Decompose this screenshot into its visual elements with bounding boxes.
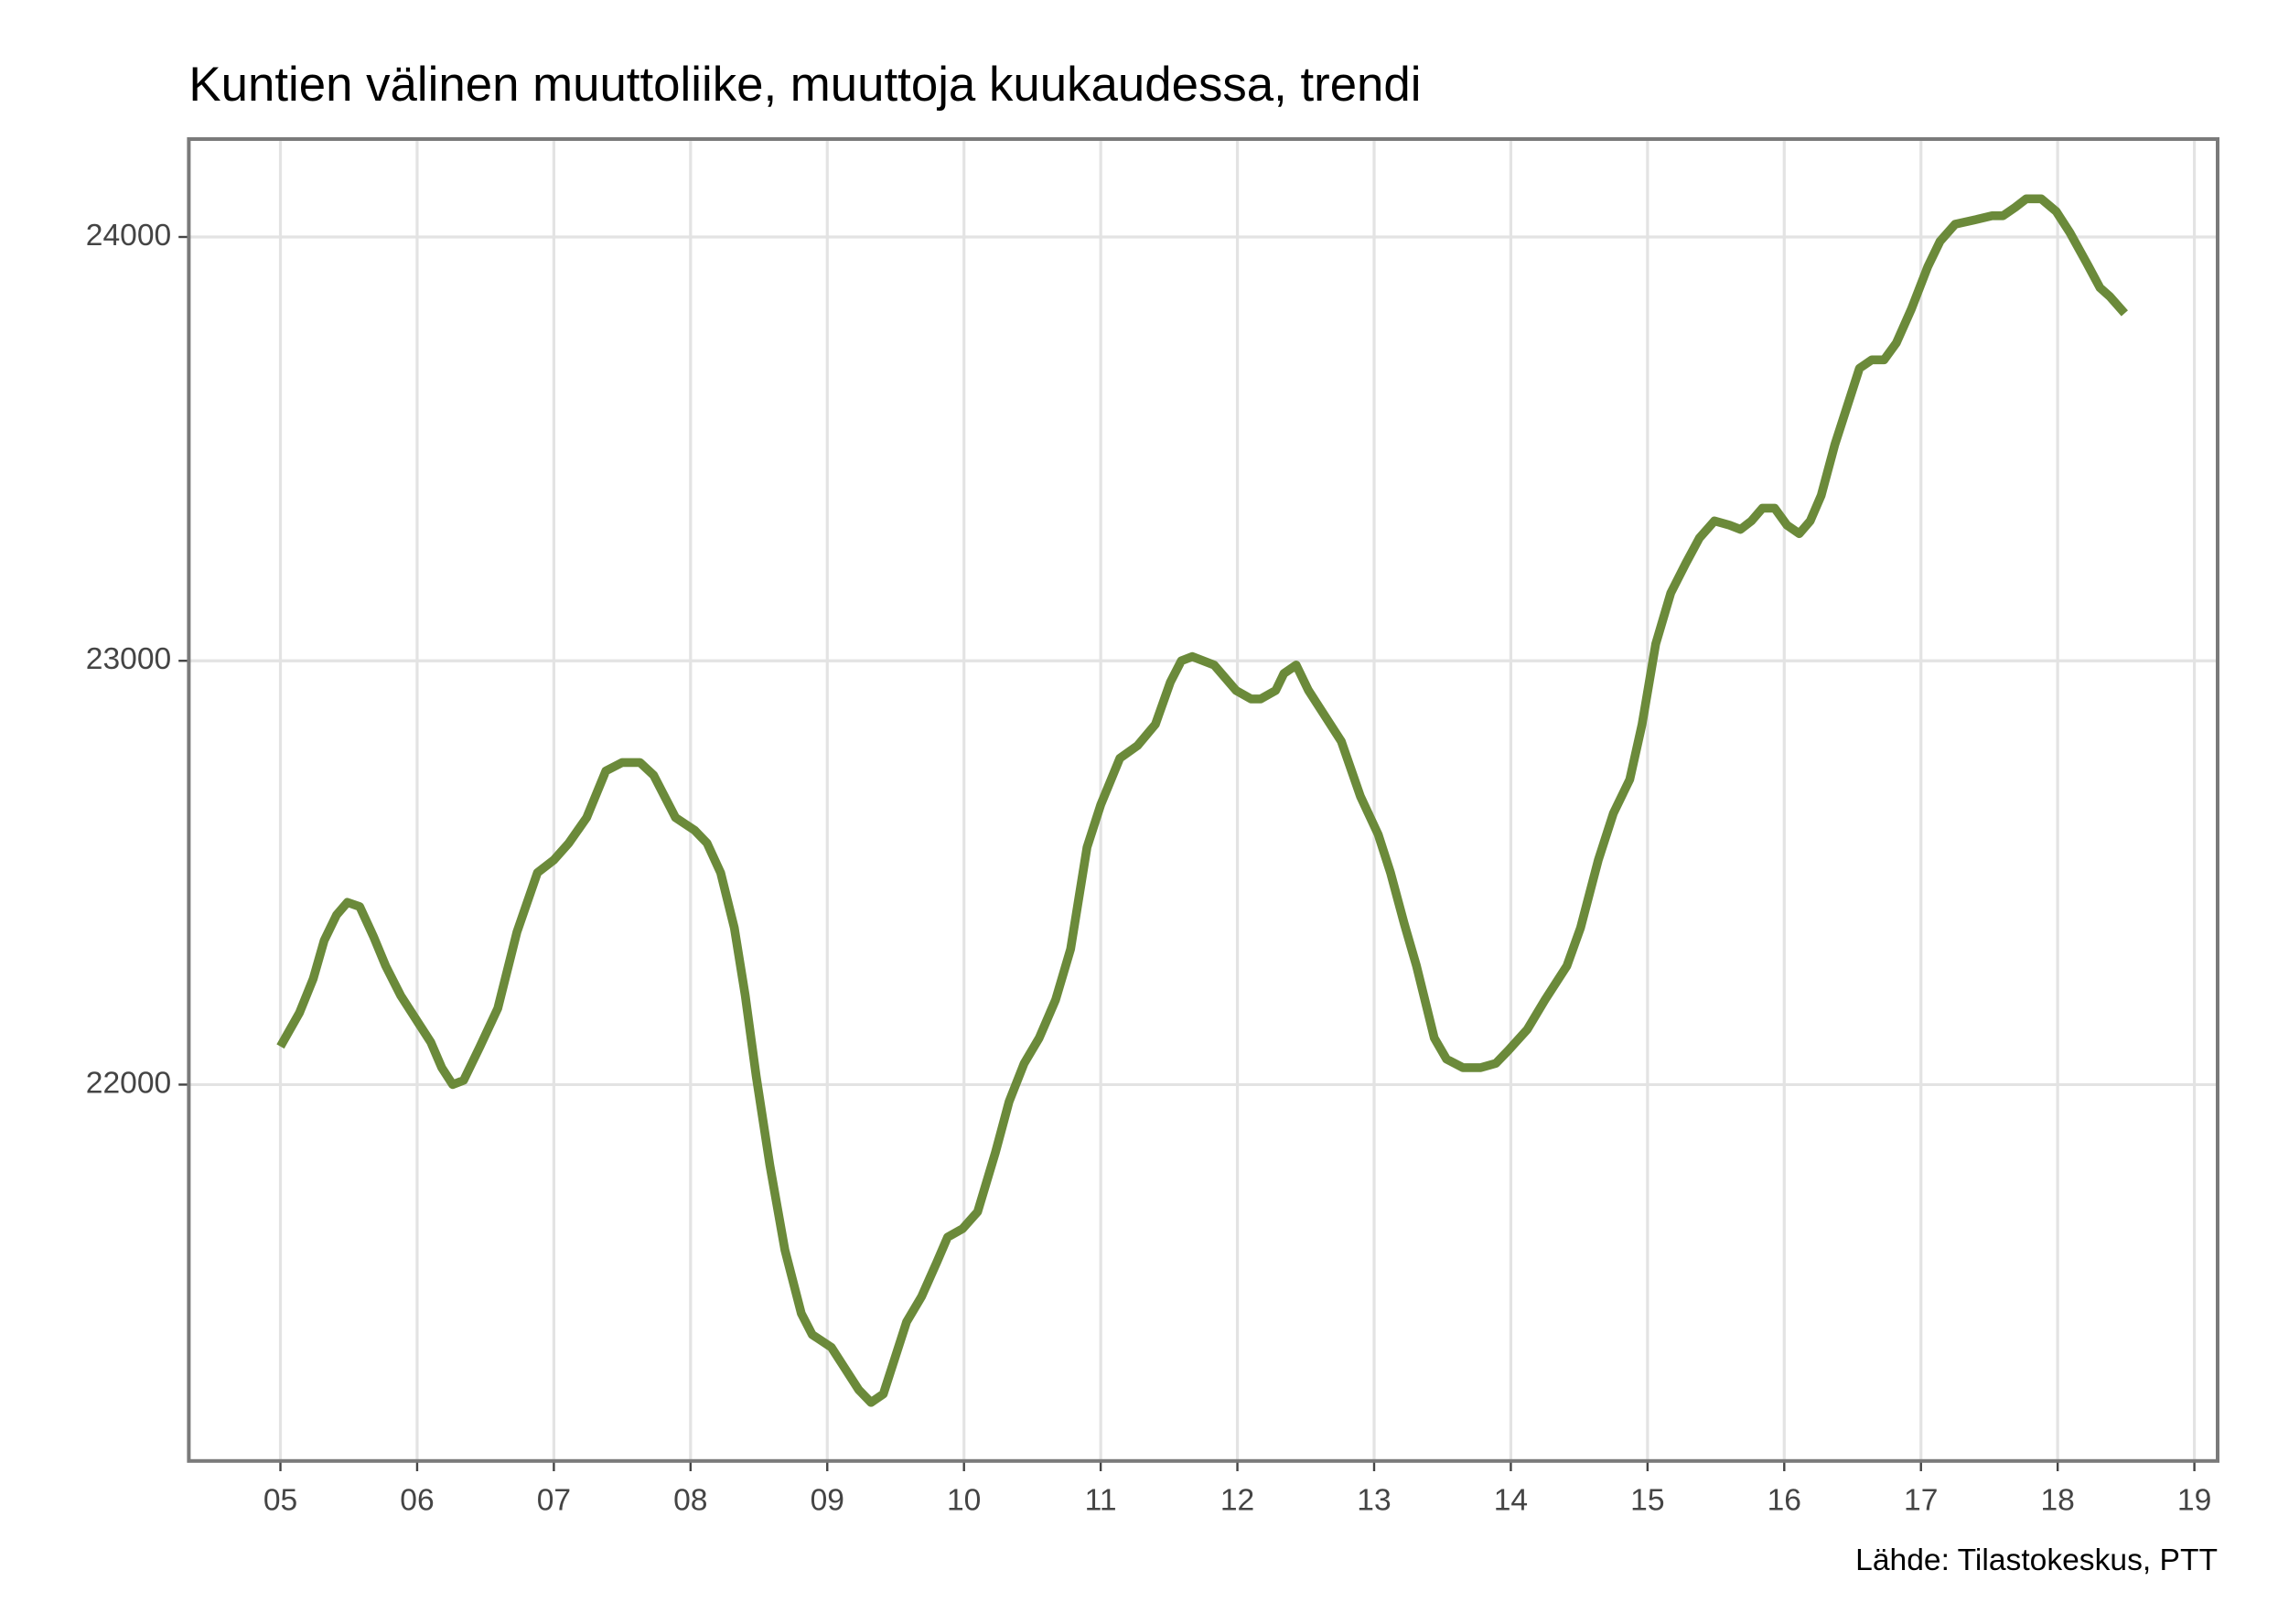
y-tick-label: 23000 bbox=[86, 642, 171, 676]
x-tick-label: 08 bbox=[673, 1483, 707, 1517]
y-tick-label: 22000 bbox=[86, 1066, 171, 1100]
x-tick-label: 05 bbox=[263, 1483, 297, 1517]
x-tick-label: 13 bbox=[1357, 1483, 1391, 1517]
data-line bbox=[276, 194, 2128, 1407]
x-tick-label: 12 bbox=[1220, 1483, 1254, 1517]
source-note: Lähde: Tilastokeskus, PTT bbox=[1855, 1543, 2218, 1577]
x-tick-label: 06 bbox=[400, 1483, 434, 1517]
y-tick-label: 24000 bbox=[86, 219, 171, 253]
x-tick-label: 18 bbox=[2040, 1483, 2074, 1517]
x-tick-label: 17 bbox=[1904, 1483, 1938, 1517]
x-tick-label: 07 bbox=[537, 1483, 571, 1517]
x-tick-label: 16 bbox=[1768, 1483, 1801, 1517]
x-tick-label: 11 bbox=[1085, 1483, 1117, 1517]
x-tick-label: 09 bbox=[811, 1483, 844, 1517]
x-tick-label: 14 bbox=[1494, 1483, 1528, 1517]
x-tick-label: 19 bbox=[2177, 1483, 2211, 1517]
plot-border bbox=[187, 137, 2219, 1463]
x-tick-label: 15 bbox=[1630, 1483, 1664, 1517]
chart-title: Kuntien välinen muuttoliike, muuttoja ku… bbox=[188, 58, 1421, 112]
x-tick-label: 10 bbox=[947, 1483, 981, 1517]
